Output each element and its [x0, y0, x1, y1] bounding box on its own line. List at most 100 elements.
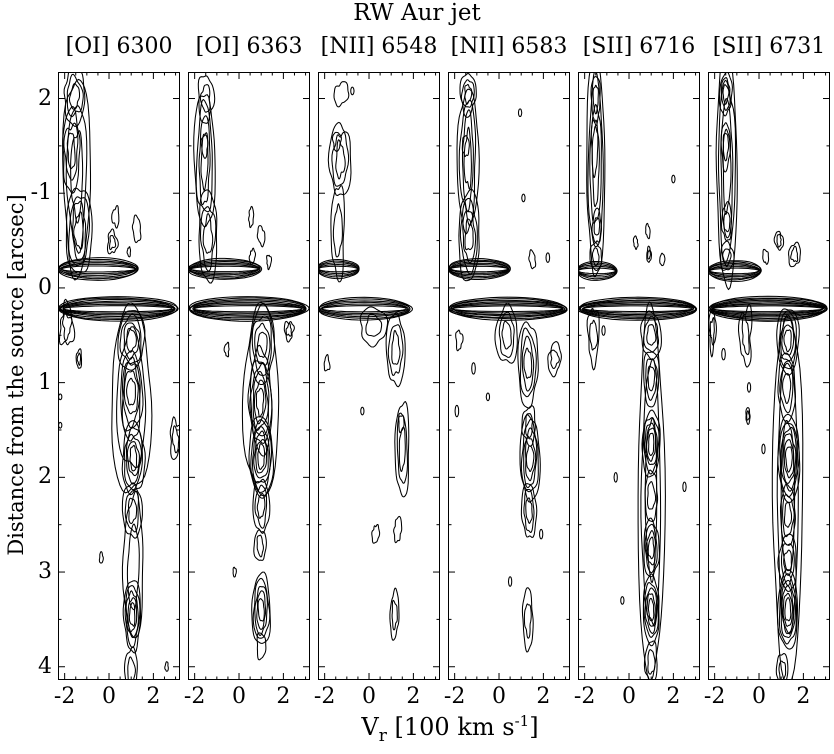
contour-line — [319, 301, 409, 316]
x-tick-label: 2 — [796, 684, 811, 709]
contour-line — [591, 247, 600, 267]
panel-border — [188, 72, 310, 680]
contour-line — [389, 587, 400, 641]
contour-line — [62, 303, 175, 314]
contour-line — [777, 413, 801, 504]
contour-line — [449, 262, 510, 276]
contour-line — [171, 425, 180, 454]
contour-line — [394, 401, 410, 498]
contour-line — [266, 254, 273, 271]
contour-line — [253, 529, 267, 561]
x-tick-label: 2 — [406, 684, 421, 709]
x-tick-label: 2 — [666, 684, 681, 709]
contour-line — [589, 319, 599, 351]
contour-line — [254, 585, 268, 637]
y-tick-label: 1 — [38, 369, 52, 395]
contour-line — [60, 263, 137, 275]
contour-line — [252, 577, 271, 639]
contour-line — [58, 421, 63, 429]
contour-line — [396, 415, 409, 484]
contour-line — [257, 598, 265, 622]
contour-line — [593, 217, 601, 236]
contour-line — [247, 360, 273, 445]
contour-line — [643, 351, 660, 408]
contour-line — [643, 517, 660, 578]
contour-line — [332, 203, 343, 258]
y-tick-label: 0 — [38, 274, 52, 300]
x-tick-label: 0 — [622, 684, 637, 709]
contour-line — [391, 599, 398, 631]
contour-line — [776, 233, 782, 248]
axis-ticks — [58, 72, 180, 680]
contour-line — [643, 581, 659, 638]
x-axis-title-subscript: r — [378, 725, 387, 746]
contour-line — [671, 174, 676, 184]
contour-line — [586, 307, 600, 371]
contour-line — [387, 324, 404, 376]
contour-line — [641, 409, 661, 478]
contour-line — [519, 414, 541, 503]
contour-line — [327, 121, 352, 197]
x-tick-label: 0 — [362, 684, 377, 709]
contour-line — [637, 301, 666, 680]
contour-line — [773, 230, 785, 251]
contour-line — [646, 481, 657, 510]
contour-line — [784, 597, 792, 622]
x-tick-label: -2 — [313, 684, 336, 709]
contour-line — [198, 115, 211, 206]
contour-line — [545, 252, 551, 263]
contour-line — [333, 81, 350, 108]
panel-border — [318, 72, 440, 680]
contour-line — [59, 262, 137, 276]
contour-line — [582, 305, 693, 313]
x-axis-title-exponent: -1 — [514, 712, 530, 730]
contour-line — [645, 529, 656, 566]
contour-line — [523, 347, 533, 379]
contour-line — [359, 306, 389, 348]
contour-line — [640, 358, 662, 627]
contour-line — [459, 72, 477, 118]
contour-line — [523, 488, 535, 534]
contour-line — [128, 602, 136, 627]
contour-line — [782, 433, 797, 484]
x-tick-label: -2 — [703, 684, 726, 709]
contour-line — [640, 310, 662, 361]
contour-line — [109, 234, 117, 251]
contour-line — [193, 94, 216, 228]
contour-line — [720, 77, 731, 111]
contour-line — [127, 656, 136, 680]
contour-line — [318, 260, 360, 278]
contour-line — [455, 329, 464, 352]
contour-line — [449, 301, 566, 317]
contour-line — [780, 426, 798, 492]
contours — [188, 75, 310, 661]
contour-line — [659, 252, 666, 267]
contour-line — [782, 592, 793, 627]
contour-line — [125, 433, 143, 485]
contour-line — [783, 502, 793, 528]
contour-line — [720, 98, 734, 239]
contour-line — [252, 478, 271, 534]
panel-title: [SII] 6716 — [582, 34, 696, 59]
contour-line — [646, 245, 653, 263]
contour-line — [708, 260, 762, 282]
contour-line — [131, 214, 142, 244]
contour-line — [318, 258, 360, 280]
contours — [318, 81, 414, 641]
contour-line — [98, 551, 104, 564]
x-tick-label: -2 — [443, 684, 466, 709]
x-tick-label: 2 — [536, 684, 551, 709]
contour-line — [709, 317, 715, 346]
contour-line — [590, 119, 599, 179]
contour-line — [385, 312, 406, 388]
contour-line — [123, 426, 143, 491]
contour-line — [129, 444, 138, 472]
contour-line — [762, 248, 770, 265]
contour-line — [778, 573, 798, 645]
contour-line — [189, 299, 307, 319]
contour-line — [451, 305, 563, 313]
contour-line — [65, 105, 88, 254]
contour-line — [643, 315, 660, 353]
contour-line — [75, 348, 83, 369]
contour-line — [331, 131, 350, 187]
